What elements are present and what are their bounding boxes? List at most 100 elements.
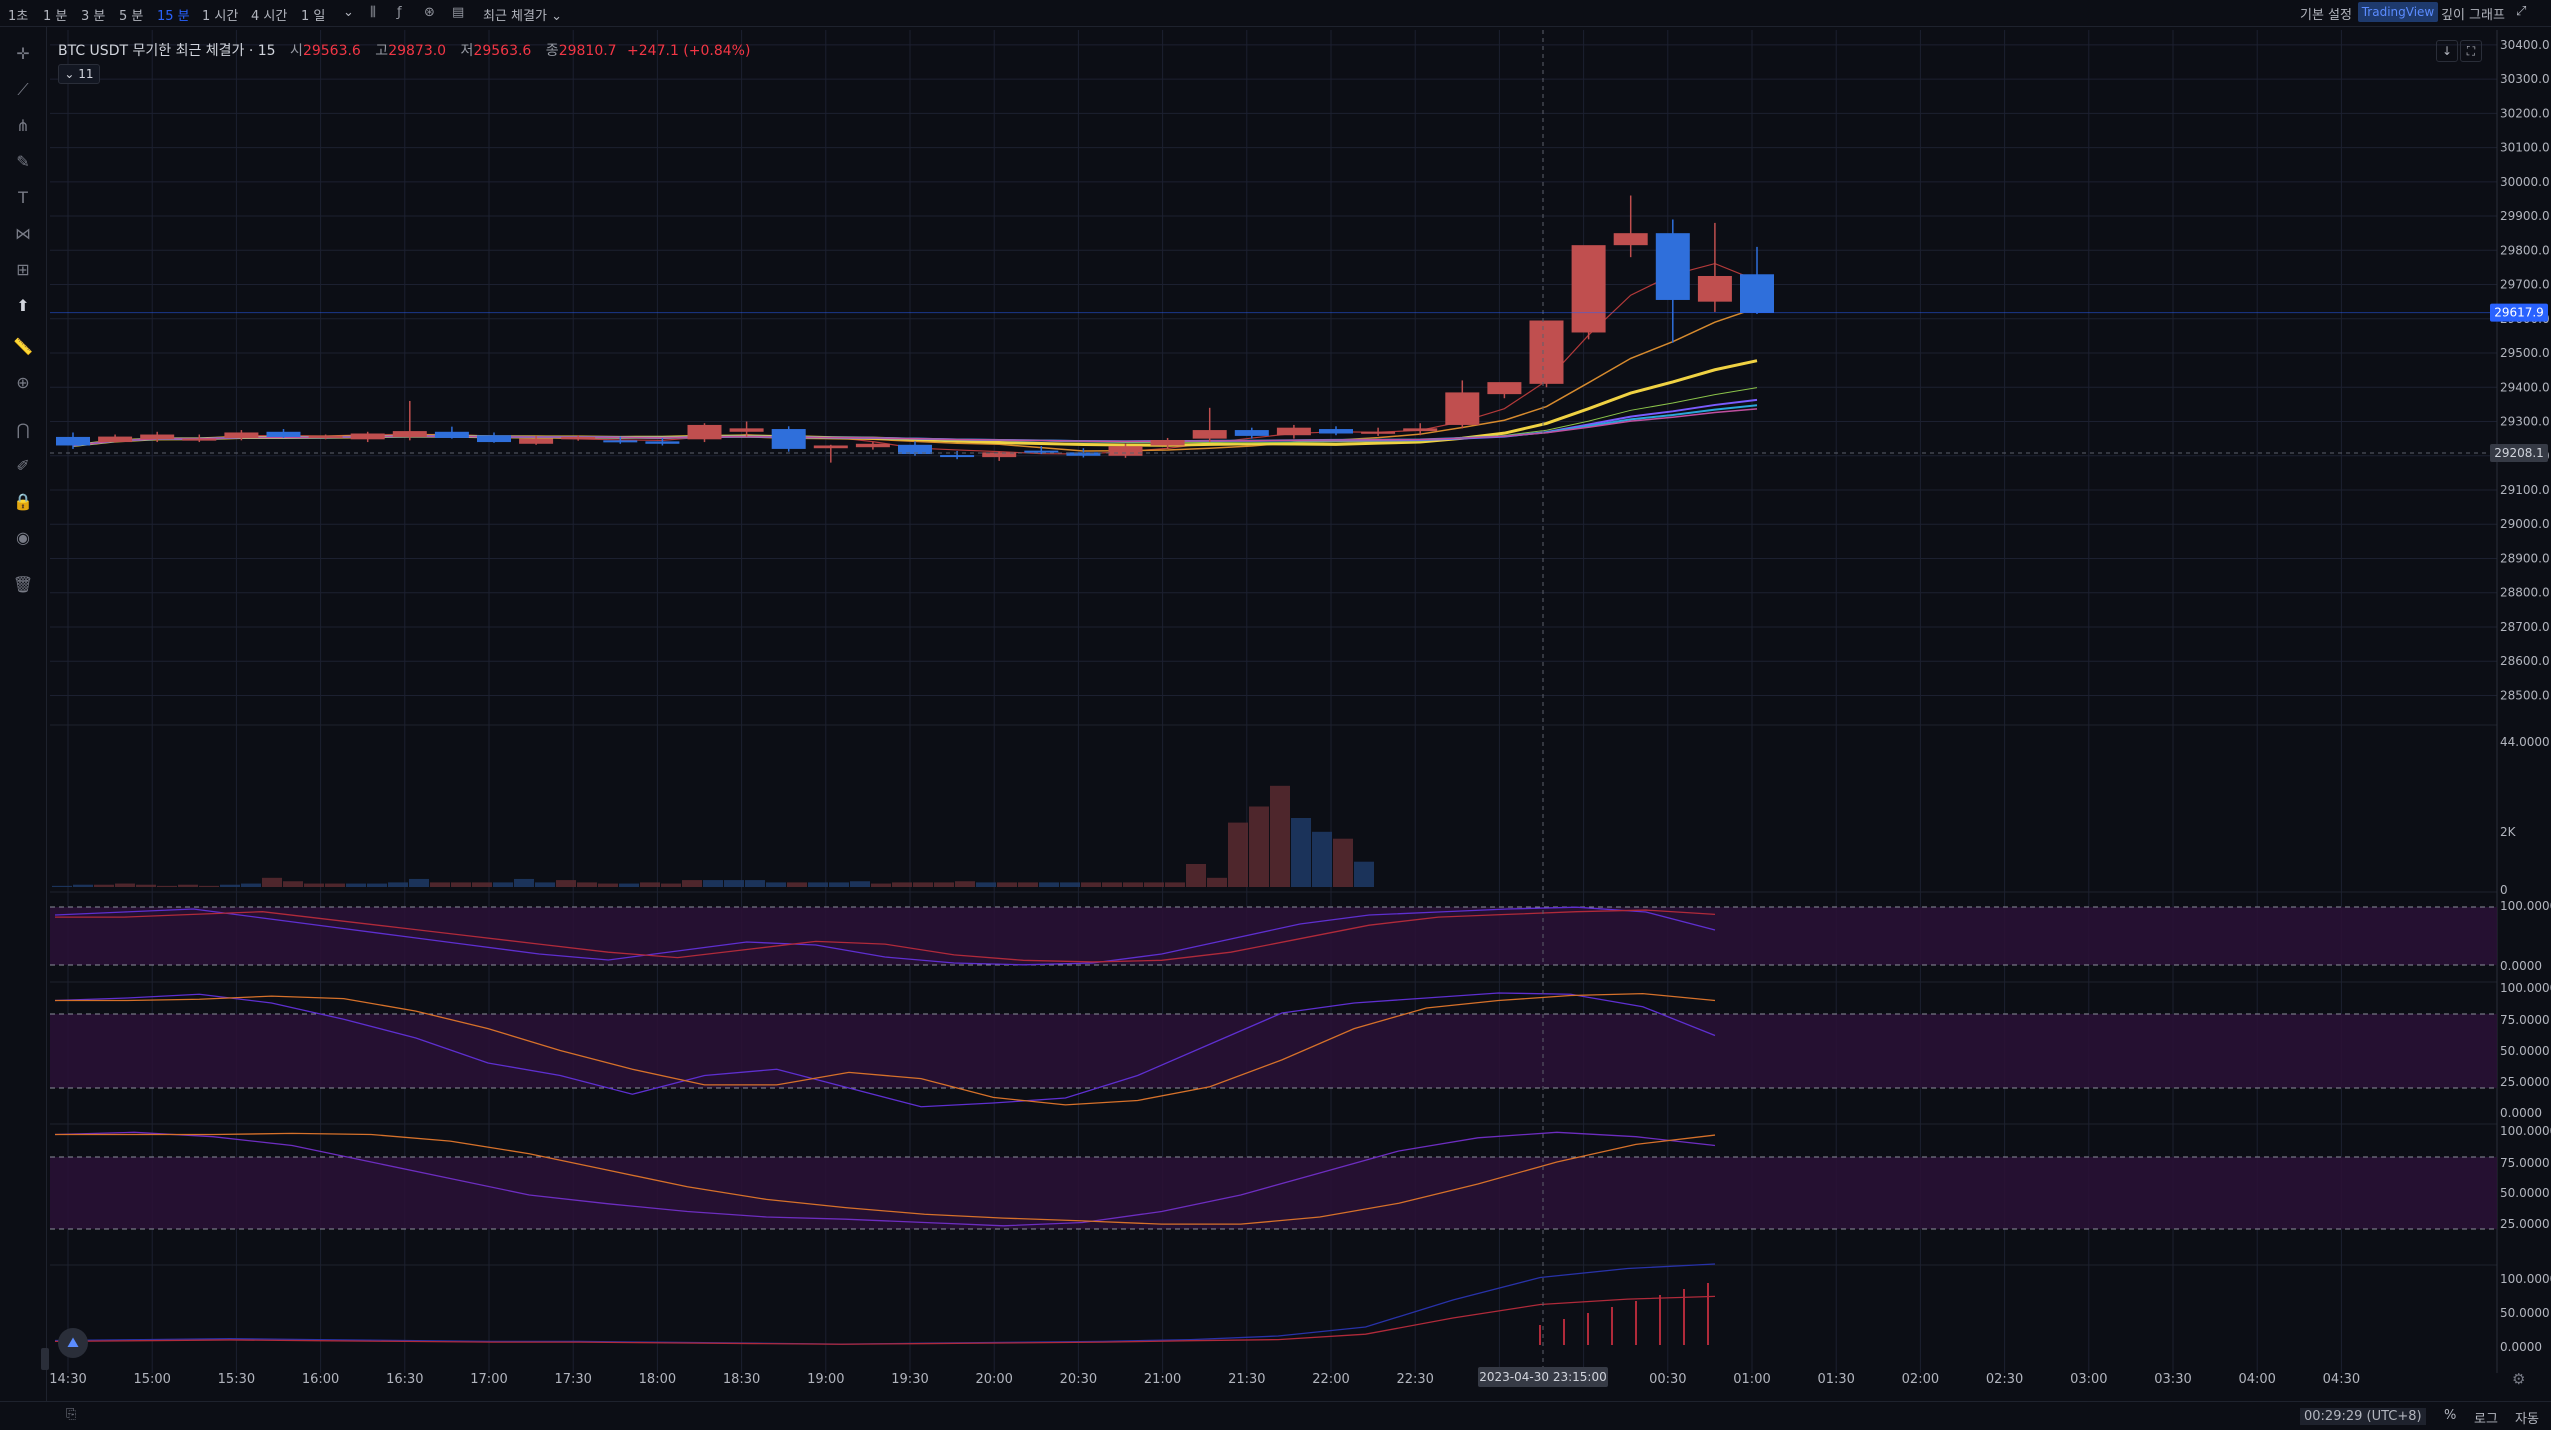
magnet-icon[interactable]: ⋂ xyxy=(16,420,30,439)
basic-settings-button[interactable]: 기본 설정 xyxy=(2300,8,2352,23)
chevron-down-icon[interactable]: ⌄ xyxy=(343,5,354,20)
volume-bar xyxy=(808,882,828,887)
candle-body xyxy=(1655,233,1690,300)
volume-bar xyxy=(1123,882,1143,887)
volume-bar xyxy=(892,882,912,887)
depth-chart-tab[interactable]: 깊이 그래프 xyxy=(2441,8,2505,23)
last-price-label: 29617.9 xyxy=(2494,306,2544,320)
volume-bar xyxy=(1333,838,1353,887)
volume-bar xyxy=(1186,864,1206,887)
ruler-icon[interactable]: 📏 xyxy=(13,337,33,356)
pitchfork-icon[interactable]: ⋔ xyxy=(16,116,30,135)
measure-icon[interactable]: ⊞ xyxy=(16,260,30,279)
oscillator-band xyxy=(50,1014,2497,1088)
time-tick-label: 20:00 xyxy=(975,1372,1012,1387)
fullscreen-icon[interactable]: ⛶ xyxy=(2460,40,2482,62)
candle-body xyxy=(771,429,806,449)
eye-icon[interactable]: ◉ xyxy=(16,528,30,547)
timeframe-1m[interactable]: 1 분 xyxy=(43,9,68,24)
crosshair-icon[interactable]: ✛ xyxy=(16,44,30,63)
log-toggle[interactable]: 로그 xyxy=(2474,1412,2498,1427)
volume-bar xyxy=(1291,818,1311,887)
volume-bar xyxy=(325,883,345,887)
template-icon[interactable]: ▤ xyxy=(452,5,465,20)
moving-average-line xyxy=(72,359,1758,447)
gear-icon[interactable]: ⚙ xyxy=(2512,1370,2526,1388)
oscillator-bands xyxy=(50,906,2497,1230)
text-icon[interactable]: T xyxy=(18,188,28,207)
candle-body xyxy=(1108,446,1143,456)
price-tick-label: 30400.0 xyxy=(2500,38,2550,52)
volume-bar xyxy=(619,883,639,887)
timeframe-3m[interactable]: 3 분 xyxy=(81,9,106,24)
price-tick-label: 30200.0 xyxy=(2500,106,2550,120)
candle-body xyxy=(1066,452,1101,456)
price-tick-label: 28600.0 xyxy=(2500,654,2550,668)
candle-body xyxy=(1571,245,1606,333)
timeframe-5m[interactable]: 5 분 xyxy=(119,9,144,24)
timeframe-15m[interactable]: 15 분 xyxy=(157,9,190,24)
pencil-lock-icon[interactable]: ✐ xyxy=(16,456,30,475)
candle-type-icon[interactable]: ⫼ xyxy=(370,5,376,20)
calendar-icon[interactable]: ⎘ xyxy=(66,1407,77,1422)
download-icon[interactable]: ↓ xyxy=(2436,40,2458,62)
candle-body xyxy=(1403,428,1438,432)
timeframe-1h[interactable]: 1 시간 xyxy=(202,9,239,24)
price-type-select[interactable]: 최근 체결가 ⌄ xyxy=(483,9,562,24)
candle-body xyxy=(1150,440,1185,446)
clock[interactable]: 00:29:29 (UTC+8) xyxy=(2300,1408,2426,1425)
volume-bar xyxy=(1102,882,1122,887)
volume-tick-label: 44.0000 xyxy=(2500,735,2550,749)
volume-bar xyxy=(556,880,576,887)
volume-bar xyxy=(52,885,72,887)
time-tick-label: 04:00 xyxy=(2238,1372,2275,1387)
expand-icon[interactable]: ⤢ xyxy=(2516,4,2527,19)
change-value: +247.1 (+0.84%) xyxy=(627,43,751,59)
osc4-tick-label: 50.0000 xyxy=(2500,1306,2550,1320)
timeframe-4h[interactable]: 4 시간 xyxy=(251,9,288,24)
time-tick-label: 17:30 xyxy=(554,1372,591,1387)
candle-body xyxy=(1192,430,1227,439)
price-tick-label: 29000.0 xyxy=(2500,517,2550,531)
auto-toggle[interactable]: 자동 xyxy=(2515,1412,2539,1427)
time-tick-label: 01:30 xyxy=(1817,1372,1854,1387)
brush-icon[interactable]: ✎ xyxy=(16,152,30,171)
time-tick-label: 22:30 xyxy=(1396,1372,1433,1387)
osc3-tick-label: 25.0000 xyxy=(2500,1217,2550,1231)
tradingview-logo-icon[interactable]: ⛰ xyxy=(58,1328,88,1358)
indicators-icon[interactable]: ƒ xyxy=(397,5,402,20)
volume-bar xyxy=(577,882,597,887)
settings-wheel-icon[interactable]: ⊛ xyxy=(424,5,435,20)
time-tick-label: 17:00 xyxy=(470,1372,507,1387)
candle-body xyxy=(519,438,554,444)
candle-body xyxy=(1487,382,1522,395)
time-tick-label: 14:30 xyxy=(49,1372,86,1387)
osc2-tick-label: 100.0000 xyxy=(2500,981,2551,995)
time-tick-label: 15:00 xyxy=(133,1372,170,1387)
sidebar-toggle[interactable] xyxy=(41,1348,49,1370)
volume-bar xyxy=(976,882,996,887)
indicator-collapse-button[interactable]: ⌄ 11 xyxy=(58,64,100,84)
osc2-tick-label: 0.0000 xyxy=(2500,1106,2542,1120)
price-tick-label: 29100.0 xyxy=(2500,483,2550,497)
trash-icon[interactable]: 🗑 xyxy=(12,575,34,594)
candle-body xyxy=(898,444,932,455)
timeframe-1s[interactable]: 1초 xyxy=(8,9,29,24)
candle-body xyxy=(687,424,722,440)
pattern-icon[interactable]: ⋈ xyxy=(15,224,31,243)
candle-body xyxy=(392,431,427,437)
osc3-tick-label: 75.0000 xyxy=(2500,1156,2550,1170)
candle-body xyxy=(350,433,385,440)
trend-line-icon[interactable]: ⟋ xyxy=(17,80,29,99)
volume-bar xyxy=(514,878,534,887)
zoom-in-icon[interactable]: ⊕ xyxy=(16,373,30,392)
tradingview-tab[interactable]: TradingView xyxy=(2358,2,2438,22)
timeframe-1d[interactable]: 1 일 xyxy=(301,9,326,24)
arrow-up-icon[interactable]: ⬆ xyxy=(16,296,30,315)
volume-bar xyxy=(157,885,177,887)
time-tick-label: 04:30 xyxy=(2323,1372,2360,1387)
lock-icon[interactable]: 🔒 xyxy=(13,492,33,511)
percent-toggle[interactable]: % xyxy=(2444,1408,2457,1423)
osc3-tick-label: 100.0000 xyxy=(2500,1124,2551,1138)
